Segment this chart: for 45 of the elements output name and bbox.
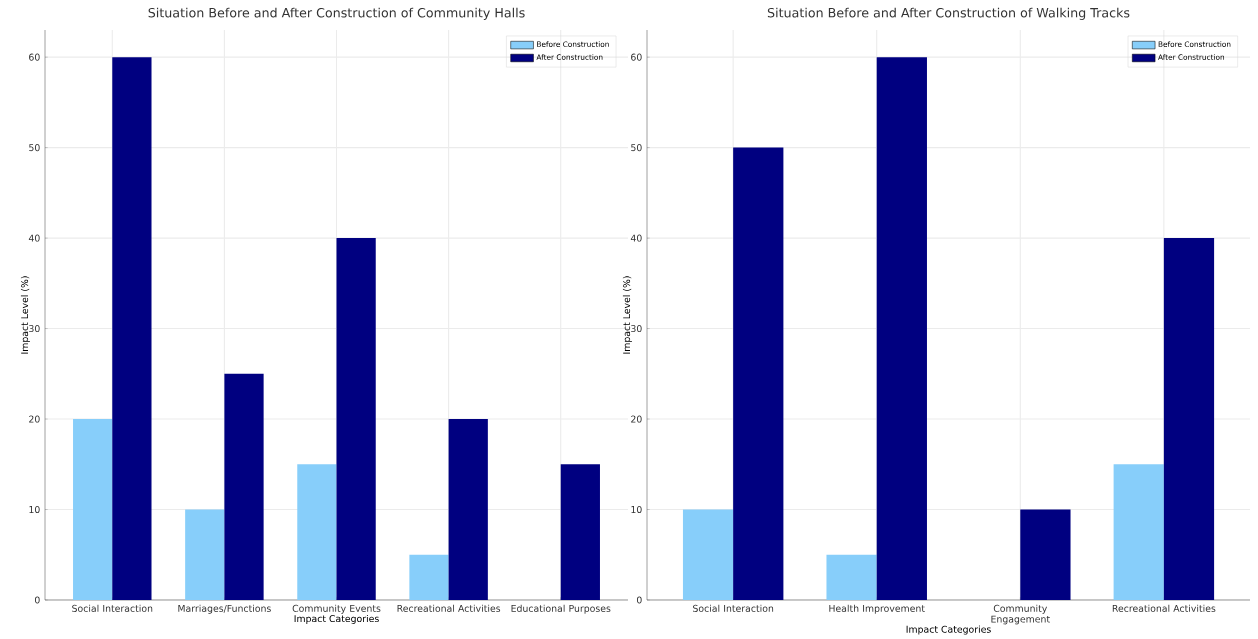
y-tick-label: 10 (29, 505, 40, 514)
x-tick-label: Health Improvement (829, 604, 925, 614)
bar (733, 147, 784, 600)
x-tick-label: Community Events (292, 604, 381, 614)
bar (185, 509, 225, 600)
x-axis-title: Impact Categories (906, 625, 991, 635)
x-tick-label: Recreational Activities (397, 604, 501, 612)
chart-title: Situation Before and After Construction of Walking Tracks (767, 7, 1130, 20)
bar (1020, 509, 1071, 600)
x-axis-title: Impact Categories (294, 614, 379, 624)
bar (297, 464, 337, 600)
bar (409, 554, 449, 600)
y-tick-label: 60 (29, 53, 40, 61)
y-tick-label: 50 (631, 144, 642, 152)
y-tick-label: 30 (631, 325, 642, 333)
bar (224, 373, 264, 600)
bar (448, 419, 488, 600)
y-tick-label: 20 (631, 415, 642, 423)
x-tick-label: Marriages/Functions (178, 604, 271, 614)
bar (73, 419, 113, 600)
x-tick-label: Social Interaction (693, 604, 774, 612)
y-axis-title: Impact Level (%) (622, 276, 632, 354)
bar (336, 238, 376, 600)
bar (1163, 238, 1215, 600)
bar (560, 464, 600, 600)
bar (876, 57, 927, 600)
y-tick-label: 10 (631, 505, 642, 514)
y-tick-label: 60 (631, 53, 642, 61)
y-tick-label: 0 (636, 596, 642, 604)
x-tick-label: Educational Purposes (511, 604, 611, 614)
x-tick-label: Recreational Activities (1112, 604, 1216, 612)
bar (682, 509, 734, 600)
x-tick-label: Community Engagement (991, 604, 1050, 625)
y-tick-label: 30 (29, 325, 40, 333)
bar (1113, 464, 1164, 600)
bar (826, 554, 877, 600)
chart-title: Situation Before and After Construction of Community Halls (148, 7, 525, 20)
y-tick-label: 40 (28, 234, 40, 242)
y-tick-label: 50 (29, 144, 40, 152)
y-tick-label: 0 (34, 596, 40, 604)
y-tick-label: 40 (630, 234, 642, 242)
bar (112, 57, 152, 600)
y-axis-title: Impact Level (%) (20, 276, 30, 354)
y-tick-label: 20 (29, 415, 40, 423)
x-tick-label: Social Interaction (72, 604, 153, 612)
